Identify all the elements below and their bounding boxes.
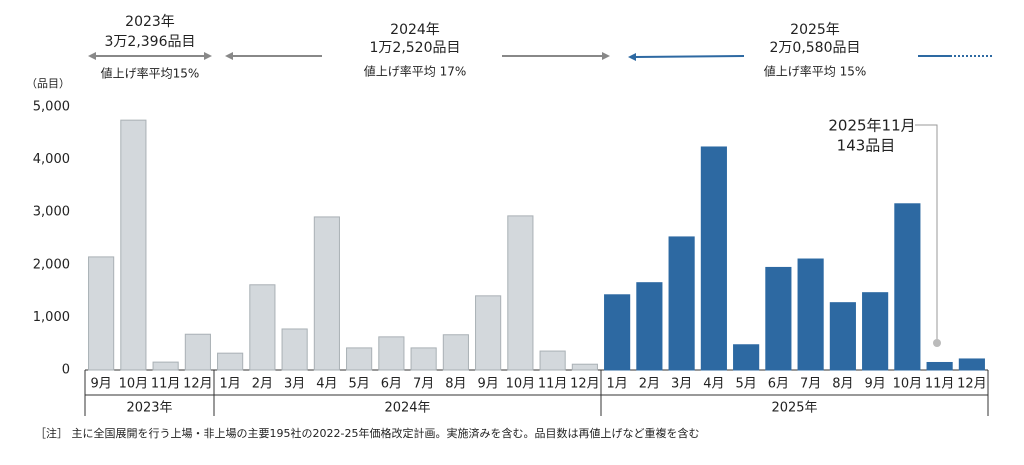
summary-year: 2025年 bbox=[790, 22, 840, 38]
y-tick-label: 2,000 bbox=[33, 257, 70, 272]
y-tick-label: 1,000 bbox=[33, 310, 70, 325]
bar bbox=[442, 334, 469, 371]
x-tick-label: 10月 bbox=[893, 377, 923, 392]
bar bbox=[958, 358, 985, 371]
x-tick-label: 6月 bbox=[768, 377, 789, 392]
y-tick-label: 3,000 bbox=[33, 205, 70, 220]
x-tick-label: 11月 bbox=[925, 377, 955, 392]
x-tick-label: 3月 bbox=[671, 377, 692, 392]
bar bbox=[249, 284, 276, 371]
x-tick-label: 2月 bbox=[252, 377, 273, 392]
bar bbox=[765, 266, 792, 371]
x-tick-label: 7月 bbox=[413, 377, 434, 392]
bar bbox=[539, 350, 566, 371]
callout-dot bbox=[933, 339, 941, 347]
annotation-text: 143品目 bbox=[837, 137, 896, 155]
x-tick-label: 8月 bbox=[832, 377, 853, 392]
callout-line bbox=[915, 124, 938, 343]
summary-rate: 値上げ率平均 17% bbox=[364, 64, 467, 79]
bar bbox=[604, 294, 631, 371]
bar bbox=[668, 236, 695, 371]
x-tick-label: 6月 bbox=[381, 377, 402, 392]
x-tick-label: 12月 bbox=[570, 377, 600, 392]
x-tick-label: 11月 bbox=[151, 377, 181, 392]
bar bbox=[378, 336, 405, 371]
x-tick-label: 9月 bbox=[477, 377, 498, 392]
y-tick-label: 4,000 bbox=[33, 152, 70, 167]
group-label: 2023年 bbox=[126, 401, 172, 416]
bar bbox=[120, 119, 147, 371]
bar bbox=[281, 328, 308, 371]
x-tick-label: 2月 bbox=[639, 377, 660, 392]
bar bbox=[829, 302, 856, 371]
summary-count: 2万0,580品目 bbox=[770, 40, 861, 56]
bar bbox=[862, 292, 889, 371]
bar bbox=[636, 282, 663, 371]
bar bbox=[346, 347, 373, 371]
x-tick-label: 1月 bbox=[606, 377, 627, 392]
summary-rate: 値上げ率平均15% bbox=[101, 66, 200, 81]
bar bbox=[217, 352, 244, 371]
summary-count: 3万2,396品目 bbox=[105, 34, 196, 50]
group-label: 2024年 bbox=[384, 401, 430, 416]
x-tick-label: 12月 bbox=[183, 377, 213, 392]
x-tick-label: 8月 bbox=[445, 377, 466, 392]
bar bbox=[700, 146, 727, 371]
summary-year: 2024年 bbox=[390, 22, 440, 38]
bar bbox=[184, 333, 211, 371]
bar bbox=[313, 216, 340, 371]
x-tick-label: 11月 bbox=[538, 377, 568, 392]
x-tick-label: 10月 bbox=[119, 377, 149, 392]
note: ［注］ 主に全国展開を行う上場・非上場の主要195社の2022-25年価格改定計… bbox=[35, 426, 699, 440]
bar bbox=[475, 295, 502, 371]
summary-count: 1万2,520品目 bbox=[370, 40, 461, 56]
bar bbox=[152, 361, 179, 371]
x-tick-label: 5月 bbox=[348, 377, 369, 392]
x-tick-label: 4月 bbox=[316, 377, 337, 392]
bar bbox=[507, 215, 534, 371]
y-tick-label: 5,000 bbox=[33, 100, 70, 115]
bar bbox=[797, 258, 824, 371]
bar bbox=[88, 256, 115, 371]
annotation-title: 2025年11月 bbox=[828, 117, 915, 135]
bar bbox=[926, 361, 953, 371]
summary-rate: 値上げ率平均 15% bbox=[764, 64, 867, 79]
bar bbox=[410, 347, 437, 371]
group-label: 2025年 bbox=[771, 401, 817, 416]
period-arrows bbox=[88, 52, 992, 61]
y-tick-label: 0 bbox=[62, 363, 70, 378]
x-tick-label: 9月 bbox=[90, 377, 111, 392]
x-tick-label: 4月 bbox=[703, 377, 724, 392]
bar bbox=[733, 344, 760, 371]
x-tick-label: 7月 bbox=[800, 377, 821, 392]
y-axis-label: （品目） bbox=[26, 77, 70, 90]
summary-year: 2023年 bbox=[125, 14, 175, 30]
x-tick-label: 5月 bbox=[735, 377, 756, 392]
bar bbox=[894, 203, 921, 371]
x-tick-label: 9月 bbox=[864, 377, 885, 392]
bar bbox=[571, 363, 598, 371]
x-tick-label: 1月 bbox=[219, 377, 240, 392]
x-tick-label: 3月 bbox=[284, 377, 305, 392]
x-tick-label: 12月 bbox=[957, 377, 987, 392]
x-tick-label: 10月 bbox=[506, 377, 536, 392]
